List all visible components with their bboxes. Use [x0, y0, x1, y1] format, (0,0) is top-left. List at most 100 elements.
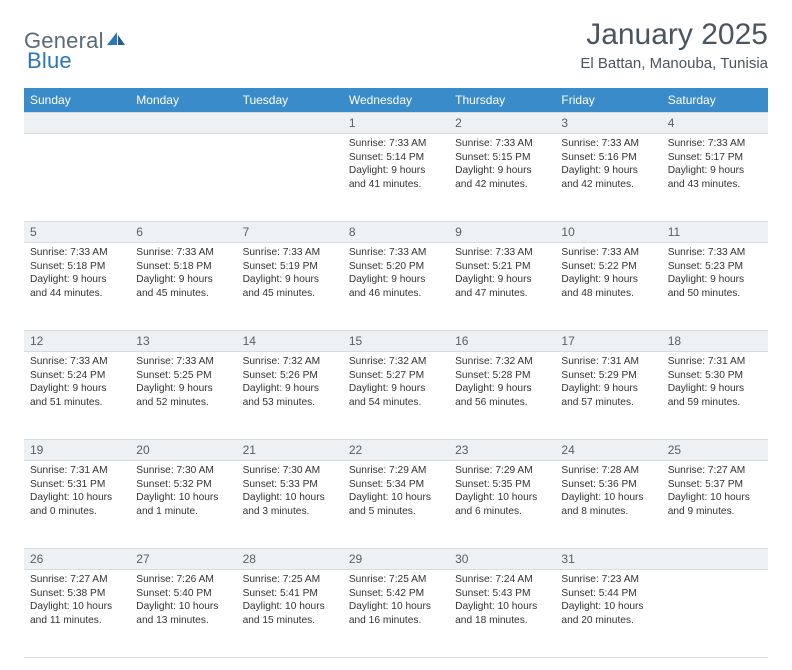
- day-details: Sunrise: 7:28 AMSunset: 5:36 PMDaylight:…: [555, 461, 661, 522]
- day-number-cell: 14: [237, 331, 343, 352]
- day-details: Sunrise: 7:27 AMSunset: 5:38 PMDaylight:…: [24, 570, 130, 631]
- day-number-cell: 13: [130, 331, 236, 352]
- day-details: Sunrise: 7:33 AMSunset: 5:16 PMDaylight:…: [555, 134, 661, 195]
- day-number-cell: 4: [662, 113, 768, 134]
- weekday-header-cell: Thursday: [449, 88, 555, 113]
- day-number-cell: 26: [24, 549, 130, 570]
- day-number: 9: [449, 222, 555, 242]
- day-cell: Sunrise: 7:33 AMSunset: 5:17 PMDaylight:…: [662, 134, 768, 222]
- logo-word2: Blue: [27, 48, 72, 73]
- day-number: 14: [237, 331, 343, 351]
- day-cell: Sunrise: 7:24 AMSunset: 5:43 PMDaylight:…: [449, 570, 555, 658]
- weekday-header-cell: Sunday: [24, 88, 130, 113]
- day-details: Sunrise: 7:32 AMSunset: 5:27 PMDaylight:…: [343, 352, 449, 413]
- day-cell: Sunrise: 7:25 AMSunset: 5:42 PMDaylight:…: [343, 570, 449, 658]
- day-cell: [662, 570, 768, 658]
- day-number-cell: [24, 113, 130, 134]
- day-number: 20: [130, 440, 236, 460]
- day-number: 4: [662, 113, 768, 133]
- day-cell: Sunrise: 7:33 AMSunset: 5:18 PMDaylight:…: [24, 243, 130, 331]
- day-number: 8: [343, 222, 449, 242]
- day-cell: Sunrise: 7:30 AMSunset: 5:32 PMDaylight:…: [130, 461, 236, 549]
- day-number-cell: 17: [555, 331, 661, 352]
- day-number: 30: [449, 549, 555, 569]
- day-number: 25: [662, 440, 768, 460]
- day-number: 23: [449, 440, 555, 460]
- day-details: Sunrise: 7:33 AMSunset: 5:25 PMDaylight:…: [130, 352, 236, 413]
- day-cell: Sunrise: 7:33 AMSunset: 5:18 PMDaylight:…: [130, 243, 236, 331]
- day-cell: Sunrise: 7:33 AMSunset: 5:20 PMDaylight:…: [343, 243, 449, 331]
- day-number-cell: [130, 113, 236, 134]
- day-details: Sunrise: 7:33 AMSunset: 5:18 PMDaylight:…: [130, 243, 236, 304]
- day-cell: Sunrise: 7:33 AMSunset: 5:14 PMDaylight:…: [343, 134, 449, 222]
- day-number-cell: 18: [662, 331, 768, 352]
- weekday-header: SundayMondayTuesdayWednesdayThursdayFrid…: [24, 88, 768, 113]
- logo-sail-icon: [106, 31, 126, 52]
- day-number: 26: [24, 549, 130, 569]
- day-details: Sunrise: 7:24 AMSunset: 5:43 PMDaylight:…: [449, 570, 555, 631]
- day-cell: Sunrise: 7:28 AMSunset: 5:36 PMDaylight:…: [555, 461, 661, 549]
- day-cell: Sunrise: 7:33 AMSunset: 5:24 PMDaylight:…: [24, 352, 130, 440]
- day-details: Sunrise: 7:31 AMSunset: 5:30 PMDaylight:…: [662, 352, 768, 413]
- day-number: 24: [555, 440, 661, 460]
- day-details: Sunrise: 7:32 AMSunset: 5:28 PMDaylight:…: [449, 352, 555, 413]
- day-details: Sunrise: 7:33 AMSunset: 5:19 PMDaylight:…: [237, 243, 343, 304]
- calendar-page: General January 2025 El Battan, Manouba,…: [0, 0, 792, 670]
- day-cell: Sunrise: 7:33 AMSunset: 5:22 PMDaylight:…: [555, 243, 661, 331]
- day-number: 21: [237, 440, 343, 460]
- day-number-cell: 11: [662, 222, 768, 243]
- day-number: 6: [130, 222, 236, 242]
- day-details: Sunrise: 7:29 AMSunset: 5:35 PMDaylight:…: [449, 461, 555, 522]
- day-cell: Sunrise: 7:31 AMSunset: 5:31 PMDaylight:…: [24, 461, 130, 549]
- day-details: Sunrise: 7:33 AMSunset: 5:21 PMDaylight:…: [449, 243, 555, 304]
- day-number: 1: [343, 113, 449, 133]
- day-number-cell: 3: [555, 113, 661, 134]
- day-cell: Sunrise: 7:33 AMSunset: 5:19 PMDaylight:…: [237, 243, 343, 331]
- day-details: Sunrise: 7:33 AMSunset: 5:14 PMDaylight:…: [343, 134, 449, 195]
- title-block: January 2025 El Battan, Manouba, Tunisia: [580, 18, 768, 72]
- calendar-table: SundayMondayTuesdayWednesdayThursdayFrid…: [24, 88, 768, 658]
- day-cell: Sunrise: 7:25 AMSunset: 5:41 PMDaylight:…: [237, 570, 343, 658]
- day-number-cell: 7: [237, 222, 343, 243]
- day-cell: Sunrise: 7:31 AMSunset: 5:30 PMDaylight:…: [662, 352, 768, 440]
- day-cell: Sunrise: 7:33 AMSunset: 5:25 PMDaylight:…: [130, 352, 236, 440]
- day-number-cell: 21: [237, 440, 343, 461]
- day-number: 22: [343, 440, 449, 460]
- day-details: Sunrise: 7:31 AMSunset: 5:31 PMDaylight:…: [24, 461, 130, 522]
- day-details: Sunrise: 7:33 AMSunset: 5:20 PMDaylight:…: [343, 243, 449, 304]
- day-number: 12: [24, 331, 130, 351]
- day-number: 19: [24, 440, 130, 460]
- day-details: Sunrise: 7:33 AMSunset: 5:15 PMDaylight:…: [449, 134, 555, 195]
- day-number-cell: 2: [449, 113, 555, 134]
- day-details: Sunrise: 7:26 AMSunset: 5:40 PMDaylight:…: [130, 570, 236, 631]
- day-details: Sunrise: 7:33 AMSunset: 5:22 PMDaylight:…: [555, 243, 661, 304]
- weekday-header-cell: Saturday: [662, 88, 768, 113]
- day-number: 13: [130, 331, 236, 351]
- day-cell: Sunrise: 7:33 AMSunset: 5:16 PMDaylight:…: [555, 134, 661, 222]
- day-number: 29: [343, 549, 449, 569]
- day-cell: [24, 134, 130, 222]
- day-details: Sunrise: 7:30 AMSunset: 5:32 PMDaylight:…: [130, 461, 236, 522]
- day-number: 31: [555, 549, 661, 569]
- day-details: Sunrise: 7:27 AMSunset: 5:37 PMDaylight:…: [662, 461, 768, 522]
- logo-word2-wrap: Blue: [27, 48, 72, 74]
- day-number-cell: 31: [555, 549, 661, 570]
- day-number-cell: 5: [24, 222, 130, 243]
- day-cell: Sunrise: 7:29 AMSunset: 5:35 PMDaylight:…: [449, 461, 555, 549]
- day-number-cell: 28: [237, 549, 343, 570]
- day-details: Sunrise: 7:33 AMSunset: 5:24 PMDaylight:…: [24, 352, 130, 413]
- weekday-header-cell: Monday: [130, 88, 236, 113]
- day-cell: Sunrise: 7:33 AMSunset: 5:23 PMDaylight:…: [662, 243, 768, 331]
- day-cell: Sunrise: 7:32 AMSunset: 5:26 PMDaylight:…: [237, 352, 343, 440]
- day-number: 27: [130, 549, 236, 569]
- day-number: 10: [555, 222, 661, 242]
- day-number-cell: [662, 549, 768, 570]
- day-number-cell: 19: [24, 440, 130, 461]
- day-number: 7: [237, 222, 343, 242]
- day-details: Sunrise: 7:23 AMSunset: 5:44 PMDaylight:…: [555, 570, 661, 631]
- day-number: 3: [555, 113, 661, 133]
- day-number: 28: [237, 549, 343, 569]
- day-number-cell: 20: [130, 440, 236, 461]
- day-number-cell: 10: [555, 222, 661, 243]
- day-number-cell: [237, 113, 343, 134]
